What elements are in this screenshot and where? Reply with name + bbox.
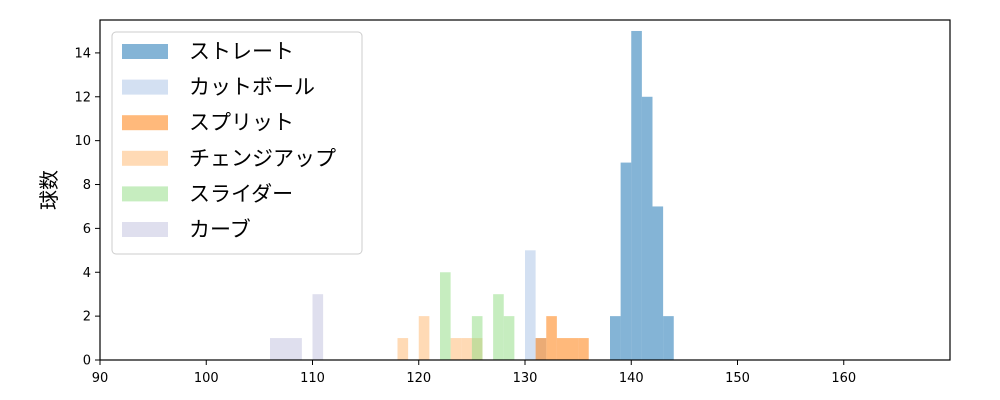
legend-label-0: ストレート bbox=[189, 40, 294, 64]
bar-series-3-bin-1 bbox=[418, 316, 430, 360]
legend-swatch-0 bbox=[122, 44, 168, 59]
bar-series-5-bin-2 bbox=[312, 294, 324, 360]
bar-series-2-bin-4 bbox=[578, 338, 589, 360]
x-tick-label-7: 160 bbox=[831, 371, 856, 386]
bar-series-0-bin-2 bbox=[631, 30, 642, 360]
bar-series-0-bin-1 bbox=[620, 162, 632, 360]
x-tick-label-3: 120 bbox=[406, 371, 431, 386]
bar-series-2-bin-3 bbox=[567, 338, 579, 360]
legend-swatch-2 bbox=[122, 115, 168, 131]
y-tick-label-1: 2 bbox=[83, 310, 91, 325]
bar-series-4-bin-2 bbox=[493, 294, 504, 360]
y-tick-label-6: 12 bbox=[74, 90, 91, 105]
x-tick-label-5: 140 bbox=[619, 371, 644, 386]
x-tick-label-6: 150 bbox=[725, 371, 750, 386]
y-axis-ticks: 0 2 4 6 8 10 12 14 bbox=[74, 46, 100, 369]
bar-series-0-bin-0 bbox=[610, 316, 621, 360]
histogram-bars bbox=[270, 30, 674, 360]
legend-swatch-3 bbox=[122, 150, 168, 166]
bar-series-4-bin-0 bbox=[440, 272, 451, 360]
x-tick-label-4: 130 bbox=[513, 371, 538, 386]
y-tick-label-4: 8 bbox=[83, 178, 91, 193]
bar-series-2-bin-1 bbox=[546, 316, 557, 360]
bar-series-3-bin-2 bbox=[450, 338, 462, 360]
y-tick-label-0: 0 bbox=[83, 354, 91, 369]
x-tick-label-0: 90 bbox=[92, 371, 109, 386]
plot-frame bbox=[99, 19, 951, 361]
legend-label-1: カットボール bbox=[189, 75, 315, 99]
bar-series-4-bin-1 bbox=[471, 316, 483, 360]
bar-series-2-bin-2 bbox=[556, 338, 568, 360]
bar-series-3-bin-3 bbox=[461, 338, 472, 360]
legend-swatch-1 bbox=[122, 79, 168, 95]
legend-label-5: カーブ bbox=[189, 218, 251, 242]
x-axis-ticks: 90 100 110 120 130 140 150 160 bbox=[92, 360, 856, 386]
bar-series-5-bin-1 bbox=[285, 338, 302, 360]
bar-series-0-bin-5 bbox=[663, 316, 674, 360]
legend-label-3: チェンジアップ bbox=[189, 146, 336, 170]
bar-series-0-bin-4 bbox=[652, 206, 664, 360]
bar-series-4-bin-3 bbox=[503, 316, 515, 360]
bar-series-0-bin-3 bbox=[641, 96, 653, 360]
y-tick-label-5: 10 bbox=[74, 134, 91, 149]
bar-series-3-bin-0 bbox=[397, 338, 409, 360]
legend-label-4: スライダー bbox=[189, 182, 293, 206]
y-axis-label: 球数 bbox=[37, 170, 61, 210]
legend-label-2: スプリット bbox=[189, 111, 294, 135]
legend-swatch-5 bbox=[122, 222, 168, 237]
y-tick-label-7: 14 bbox=[74, 46, 91, 61]
bar-series-1-bin-0 bbox=[525, 250, 536, 360]
x-tick-label-1: 100 bbox=[194, 371, 219, 386]
y-tick-label-2: 4 bbox=[83, 266, 91, 281]
legend-swatch-4 bbox=[122, 186, 168, 202]
bar-series-2-bin-0 bbox=[535, 338, 547, 360]
y-tick-label-3: 6 bbox=[83, 222, 91, 237]
legend-box bbox=[111, 31, 363, 255]
x-tick-label-2: 110 bbox=[300, 371, 325, 386]
bar-series-5-bin-0 bbox=[270, 338, 286, 360]
